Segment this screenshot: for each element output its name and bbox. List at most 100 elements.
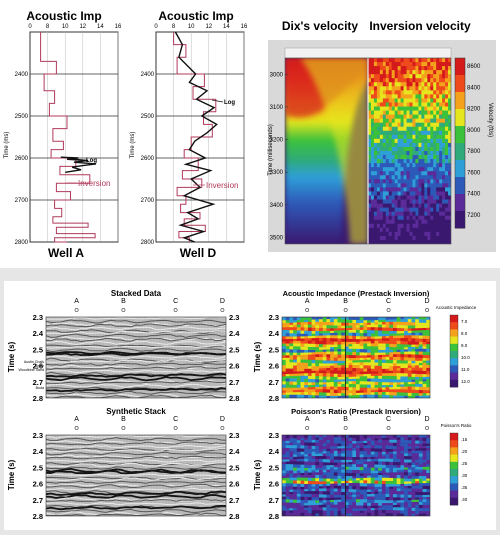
inversion-velocity-cell — [427, 142, 431, 148]
inversion-cell — [344, 450, 349, 454]
inversion-cell — [304, 319, 309, 324]
inversion-cell — [374, 324, 379, 328]
inversion-cell — [400, 507, 405, 511]
inversion-cell — [319, 435, 324, 439]
inversion-cell — [385, 451, 390, 456]
inversion-cell — [344, 319, 349, 323]
inversion-cell — [415, 386, 420, 391]
inversion-cell — [300, 387, 305, 391]
inversion-cell — [356, 348, 361, 353]
inversion-cell — [311, 324, 316, 328]
inversion-cell — [411, 446, 416, 450]
inversion-cell — [319, 494, 324, 498]
inversion-velocity-cell — [442, 118, 446, 124]
inversion-cell — [304, 352, 309, 356]
inversion-velocity-cell — [421, 146, 425, 152]
inversion-velocity-cell — [397, 199, 402, 204]
inversion-velocity-cell — [373, 138, 378, 144]
inversion-cell — [356, 499, 361, 503]
inversion-velocity-cell — [379, 122, 384, 128]
inversion-velocity-cell — [448, 191, 451, 196]
inversion-velocity-cell — [439, 62, 443, 67]
inversion-cell — [396, 382, 401, 386]
inversion-cell — [307, 442, 312, 446]
inversion-velocity-cell — [418, 98, 422, 103]
inversion-velocity-cell — [442, 211, 446, 217]
inversion-velocity-cell — [409, 142, 413, 148]
inversion-velocity-cell — [433, 219, 437, 225]
inversion-cell — [304, 477, 309, 481]
inversion-cell — [378, 470, 383, 474]
inversion-cell — [404, 481, 409, 485]
inversion-cell — [322, 370, 327, 374]
inversion-cell — [374, 503, 379, 507]
inversion-velocity-cell — [368, 191, 372, 196]
inversion-cell — [326, 475, 331, 479]
inversion-velocity-cell — [433, 142, 437, 148]
inversion-cell — [344, 344, 349, 348]
inversion-cell — [415, 453, 420, 457]
inversion-cell — [322, 331, 327, 335]
inversion-velocity-cell — [412, 227, 416, 233]
inversion-velocity-cell — [394, 114, 399, 120]
inversion-cell — [344, 358, 349, 362]
inversion-velocity-cell — [442, 199, 446, 204]
inversion-cell — [330, 360, 335, 365]
inversion-cell — [289, 459, 294, 463]
inversion-velocity-cell — [370, 134, 375, 140]
inversion-velocity-cell — [397, 70, 402, 75]
inversion-cell — [396, 368, 401, 372]
inversion-velocity-cell — [433, 86, 437, 91]
inversion-cell — [319, 338, 324, 342]
inversion-velocity-cell — [412, 151, 416, 156]
inversion-cell — [359, 341, 364, 345]
inversion-cell — [415, 332, 420, 336]
inversion-velocity-cell — [445, 223, 449, 229]
inversion-cell — [367, 457, 372, 461]
inversion-cell — [404, 469, 409, 473]
inversion-velocity-cell — [406, 223, 410, 229]
inversion-cell — [374, 493, 379, 498]
inversion-cell — [385, 382, 390, 386]
inversion-velocity-cell — [382, 94, 387, 99]
inversion-cell — [381, 366, 386, 370]
inversion-velocity-cell — [442, 183, 446, 188]
inversion-cell — [418, 488, 423, 493]
stacked-data-ylabel: Time (s) — [7, 341, 16, 372]
inversion-cell — [404, 344, 409, 348]
inversion-cell — [400, 360, 405, 364]
inversion-velocity-cell — [442, 187, 446, 192]
inversion-velocity-cell — [373, 239, 378, 244]
inversion-velocity-cell — [403, 175, 407, 180]
inversion-cell — [315, 439, 320, 444]
inversion-velocity-cell — [433, 126, 437, 132]
inversion-velocity-cell — [376, 215, 381, 221]
inversion-cell — [326, 360, 331, 364]
inversion-cell — [422, 381, 427, 385]
inversion-velocity-cell — [418, 191, 422, 196]
inversion-velocity-cell — [368, 146, 372, 152]
velocity-scale-swatch — [455, 194, 465, 212]
scale-tick-label: .40 — [461, 497, 468, 502]
inversion-cell — [311, 465, 316, 469]
inversion-cell — [319, 451, 324, 455]
inversion-velocity-cell — [403, 191, 407, 196]
inversion-cell — [426, 513, 430, 516]
inversion-cell — [404, 446, 409, 450]
inversion-cell — [381, 461, 386, 465]
inversion-velocity-cell — [373, 134, 378, 140]
inversion-velocity-cell — [406, 179, 410, 184]
inversion-cell — [289, 333, 294, 337]
inversion-cell — [337, 485, 342, 490]
time-tick-label: 2.3 — [33, 431, 43, 440]
poissons-ratio-ylabel: Time (s) — [253, 459, 262, 490]
well-x-tick-label: 0 — [28, 24, 32, 30]
inversion-cell — [285, 499, 290, 503]
inversion-cell — [411, 376, 416, 381]
inversion-cell — [415, 504, 420, 509]
velocity-scale-swatch — [455, 58, 465, 76]
inversion-velocity-cell — [421, 227, 425, 233]
inversion-cell — [418, 501, 423, 506]
inversion-velocity-cell — [403, 78, 407, 83]
inversion-cell — [330, 325, 335, 329]
